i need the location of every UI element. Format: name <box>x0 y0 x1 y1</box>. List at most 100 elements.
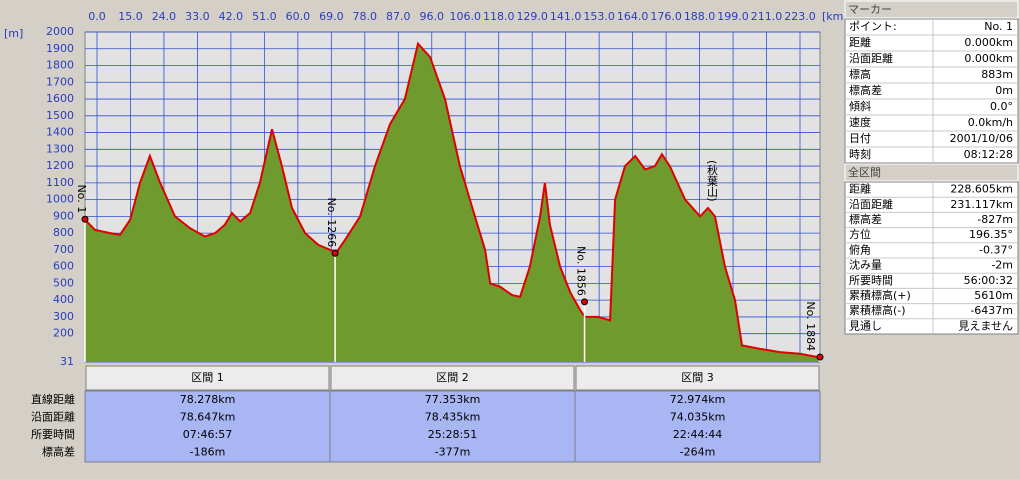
panel-label: 沿面距離 <box>849 51 893 65</box>
y-tick-label: 1300 <box>46 142 74 155</box>
x-tick-label: 164.0 <box>617 10 649 23</box>
y-tick-label: 1900 <box>46 42 74 55</box>
marker-dot <box>81 215 89 223</box>
x-tick-label: 199.0 <box>717 10 749 23</box>
x-tick-label: 153.0 <box>583 10 615 23</box>
y-tick-label: 2000 <box>46 25 74 38</box>
y-tick-label: 1800 <box>46 59 74 72</box>
panel-label: 沈み量 <box>849 258 882 272</box>
x-tick-label: 24.0 <box>152 10 177 23</box>
marker-dot <box>331 249 339 257</box>
section-value: 22:44:44 <box>673 428 722 441</box>
panel-label: 距離 <box>849 35 871 49</box>
marker-label: No. 1 <box>75 184 88 213</box>
y-tick-label: 500 <box>53 276 74 289</box>
section-header-cell <box>330 365 575 391</box>
marker-label: No. 1884 <box>804 301 817 351</box>
y-tick-label: 1000 <box>46 193 74 206</box>
section-value: 78.278km <box>180 393 236 406</box>
marker-label: No. 1856 <box>575 246 588 296</box>
x-tick-label: 223.0 <box>784 10 816 23</box>
x-tick-label: 33.0 <box>185 10 210 23</box>
panel-value: 231.117km <box>950 198 1013 211</box>
y-tick-label: 400 <box>53 293 74 306</box>
y-tick-label: 200 <box>53 327 74 340</box>
panel-value: 196.35° <box>969 228 1013 241</box>
annotation: (秋葉山) <box>706 160 719 202</box>
section-value: 72.974km <box>670 393 726 406</box>
panel-label: 速度 <box>849 115 871 129</box>
panel-value: 0m <box>995 84 1013 97</box>
panel-value: No. 1 <box>984 20 1013 33</box>
section-header: 区間 1 <box>191 371 224 384</box>
panel-value: -0.37° <box>979 243 1013 256</box>
x-tick-label: 15.0 <box>118 10 143 23</box>
section-value: -264m <box>680 446 716 459</box>
marker-dot <box>581 298 589 306</box>
x-tick-label: 60.0 <box>286 10 311 23</box>
panel-label: 所要時間 <box>849 274 893 287</box>
section-row-label: 標高差 <box>42 445 75 459</box>
x-tick-label: 106.0 <box>449 10 481 23</box>
x-tick-label: 211.0 <box>751 10 783 23</box>
section-value: 07:46:57 <box>183 428 232 441</box>
section-value: -186m <box>190 446 226 459</box>
panel-label: 時刻 <box>849 147 871 161</box>
elevation-area <box>85 43 818 362</box>
panel-value: -827m <box>977 213 1013 226</box>
panel-label: 俯角 <box>849 242 871 256</box>
section-header-cell <box>575 365 820 391</box>
y-tick-label: 1100 <box>46 176 74 189</box>
section-value: 74.035km <box>670 411 726 424</box>
x-tick-label: 118.0 <box>483 10 515 23</box>
panel-value: 228.605km <box>950 183 1013 196</box>
section-value: 25:28:51 <box>428 428 477 441</box>
panel-label: ポイント: <box>849 20 897 33</box>
panel-header <box>844 163 1019 182</box>
panel-label: 距離 <box>849 182 871 196</box>
section-body <box>84 390 821 463</box>
panel-title: 全区間 <box>848 165 881 179</box>
x-tick-label: 51.0 <box>252 10 277 23</box>
panel-value: 2001/10/06 <box>950 132 1013 145</box>
section-row-label: 所要時間 <box>31 428 75 441</box>
section-header: 区間 3 <box>681 371 714 384</box>
panel-label: 沿面距離 <box>849 197 893 211</box>
panel-body <box>844 18 1019 164</box>
panel-value: -2m <box>991 259 1013 272</box>
y-tick-label: 600 <box>53 260 74 273</box>
x-tick-label: 176.0 <box>650 10 682 23</box>
x-tick-label: 188.0 <box>684 10 716 23</box>
x-tick-label: 141.0 <box>550 10 582 23</box>
x-tick-label: 96.0 <box>420 10 445 23</box>
section-header-cell <box>85 365 330 391</box>
x-tick-label: 129.0 <box>516 10 548 23</box>
panel-label: 方位 <box>849 227 871 241</box>
y-axis-label: [m] <box>4 27 23 40</box>
section-value: -377m <box>435 446 471 459</box>
panel-label: 累積標高(+) <box>849 288 911 302</box>
y-tick-label: 1400 <box>46 126 74 139</box>
panel-value: 5610m <box>974 289 1013 302</box>
section-value: 77.353km <box>425 393 481 406</box>
y-tick-label: 1200 <box>46 159 74 172</box>
panel-label: 傾斜 <box>849 99 871 113</box>
section-table: 区間 1 区間 2 区間 3 直線距離 78.278km 77.353km 72.974km… <box>31 365 821 463</box>
panel-value: -6437m <box>970 304 1013 317</box>
elevation-line <box>84 41 819 359</box>
y-tick-label: 1600 <box>46 92 74 105</box>
panel-label: 累積標高(-) <box>849 303 906 317</box>
marker-dot <box>816 353 824 361</box>
panel-value: 883m <box>981 68 1013 81</box>
panel-value: 0.000km <box>964 36 1013 49</box>
panel-label: 日付 <box>849 132 871 145</box>
section-row-label: 直線距離 <box>31 392 75 406</box>
panel-label: 標高 <box>849 67 871 81</box>
panel-label: 標高差 <box>849 83 882 97</box>
panel-value: 見えません <box>958 319 1013 332</box>
x-tick-label: 42.0 <box>219 10 244 23</box>
section-row-label: 沿面距離 <box>31 410 75 424</box>
panel-title: マーカー <box>848 3 892 16</box>
